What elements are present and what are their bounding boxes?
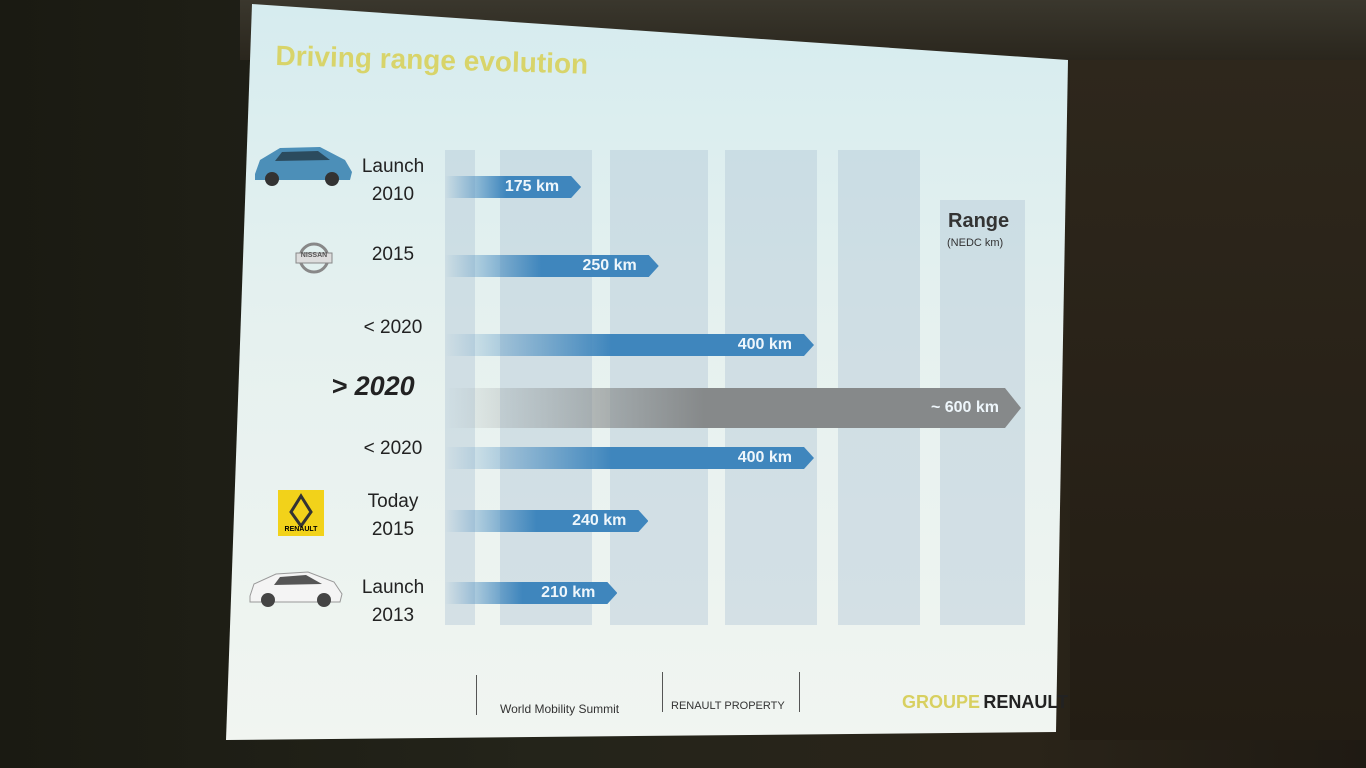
logo-text: RENAULT	[284, 526, 318, 533]
bar	[445, 447, 814, 469]
axis-subtitle: (NEDC km)	[947, 237, 1004, 249]
column	[610, 150, 708, 625]
category-label: Today 2015	[367, 491, 419, 540]
value-label: 175 km	[504, 178, 560, 195]
value-label: ~ 600 km	[930, 399, 999, 416]
value-label: 210 km	[541, 584, 596, 601]
value-label: 240 km	[572, 512, 627, 529]
value-label: 400 km	[737, 336, 792, 353]
nissan-logo: NISSAN	[294, 242, 334, 274]
separator	[799, 672, 800, 712]
category-label: > 2020	[331, 371, 415, 401]
logo-text: NISSAN	[300, 252, 328, 259]
column	[500, 150, 592, 625]
footer-brand: GROUPE RENAULT	[902, 692, 1068, 713]
bar	[445, 255, 659, 277]
column	[445, 150, 475, 625]
renault-logo: RENAULT	[278, 490, 324, 536]
value-label: 250 km	[582, 257, 637, 274]
bar	[445, 510, 648, 532]
brand-prefix: GROUPE	[902, 692, 981, 712]
column	[725, 150, 817, 625]
separator	[476, 675, 477, 715]
bar	[445, 388, 1021, 428]
category-label: Launch 2010	[361, 156, 425, 205]
brand: RENAULT	[983, 692, 1069, 712]
column	[838, 150, 920, 625]
car-icon	[249, 571, 343, 607]
car-icon	[255, 147, 352, 186]
bar	[445, 176, 581, 198]
category-label: < 2020	[363, 317, 423, 338]
category-label: 2015	[371, 244, 415, 265]
bar	[445, 334, 814, 356]
axis-title: Range	[948, 210, 1010, 232]
category-label: < 2020	[363, 438, 423, 459]
bar	[445, 582, 617, 604]
footer-event: World Mobility Summit	[500, 702, 620, 716]
separator	[662, 672, 663, 712]
footer-property: RENAULT PROPERTY	[671, 700, 785, 712]
category-label: Launch 2013	[361, 577, 425, 626]
wall	[1070, 60, 1366, 740]
value-label: 400 km	[737, 449, 792, 466]
slide	[226, 4, 1068, 740]
